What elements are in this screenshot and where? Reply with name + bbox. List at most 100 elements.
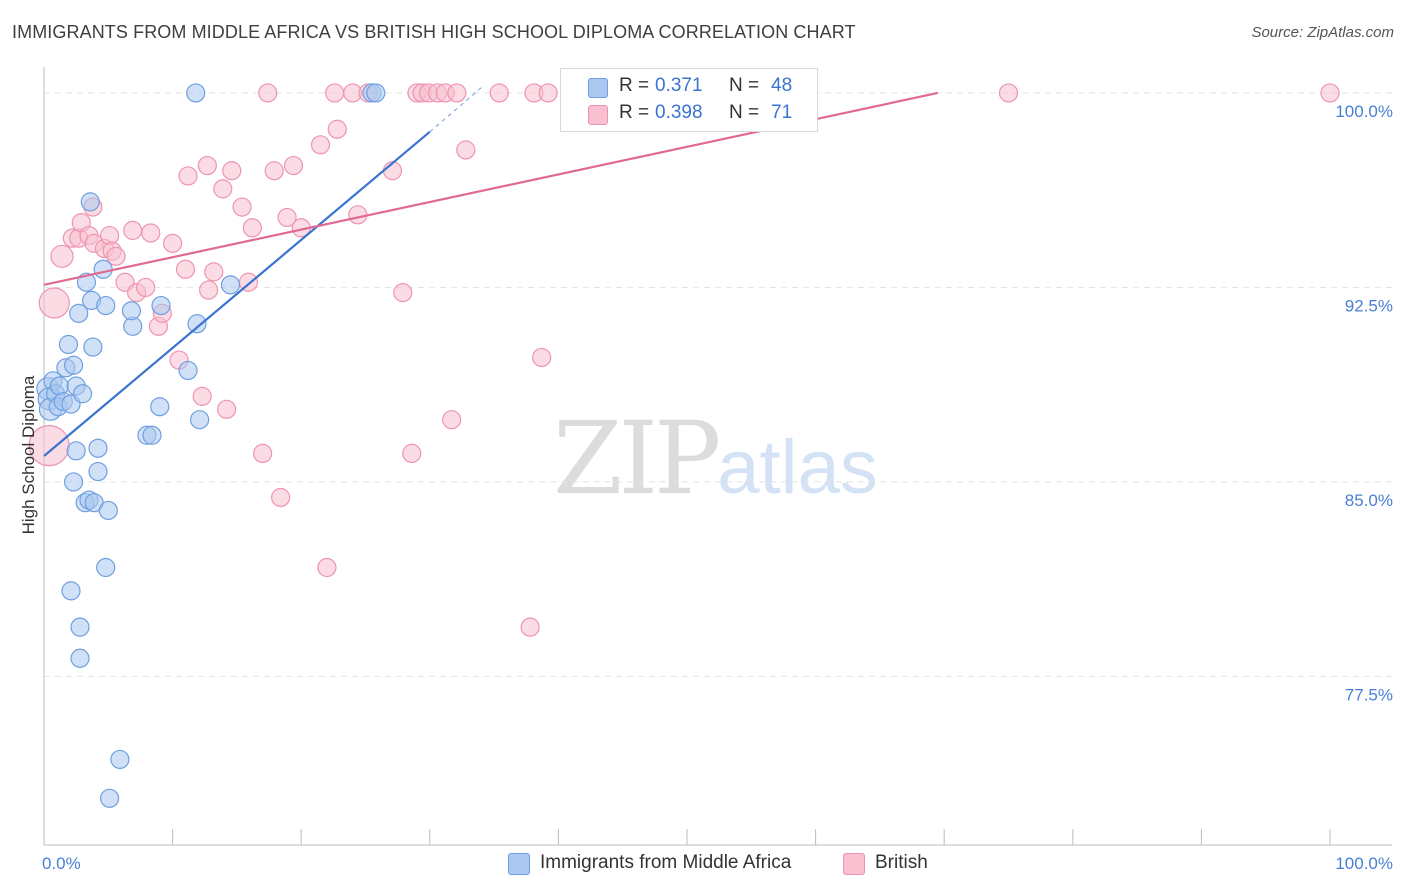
british-point: [204, 262, 224, 282]
series-middle-africa-points: [36, 83, 386, 808]
british-point: [258, 83, 278, 103]
british-point: [99, 225, 120, 246]
legend-row-british: R = 0.398 N = 71: [561, 100, 817, 128]
british-point: [163, 233, 183, 253]
middle-africa-point: [186, 83, 206, 103]
correlation-legend: R = 0.371 N = 48 R = 0.398 N = 71: [560, 68, 818, 132]
legend-row-middle-africa: R = 0.371 N = 48: [561, 73, 817, 101]
trendline-middle-africa-extension: [429, 87, 482, 133]
chart-source: Source: ZipAtlas.com: [1251, 24, 1394, 41]
british-point: [998, 83, 1019, 103]
gridlines: [44, 92, 1392, 677]
british-point: [447, 83, 467, 103]
british-point: [175, 259, 196, 279]
bottom-legend-swatch-pink: [843, 853, 865, 875]
british-point: [253, 443, 273, 464]
middle-africa-point: [366, 83, 386, 103]
british-point: [456, 140, 476, 160]
british-point: [402, 443, 422, 464]
middle-africa-point: [58, 334, 79, 355]
legend-n-label: N =: [729, 102, 760, 123]
british-point: [538, 83, 558, 103]
british-point: [489, 83, 509, 103]
british-point: [141, 223, 161, 243]
legend-n-value: 71: [771, 102, 793, 123]
middle-africa-point: [187, 314, 207, 334]
middle-africa-point: [178, 360, 198, 381]
middle-africa-point: [63, 472, 84, 492]
middle-africa-point: [98, 500, 118, 521]
watermark: ZIPatlas: [553, 400, 878, 517]
middle-africa-point: [83, 337, 103, 357]
middle-africa-point: [96, 295, 116, 316]
british-point: [213, 179, 233, 199]
middle-africa-point: [70, 648, 90, 668]
series-british-points: [28, 83, 1340, 637]
british-point: [348, 205, 368, 225]
british-point: [520, 617, 540, 637]
british-point: [1320, 83, 1340, 103]
middle-africa-point: [61, 581, 81, 601]
middle-africa-point: [93, 259, 113, 279]
x-tick-labels: 0.0% 100.0%: [42, 854, 1393, 873]
british-point: [310, 135, 331, 155]
legend-n-value: 48: [771, 75, 793, 96]
british-point: [197, 155, 217, 176]
british-point: [135, 277, 156, 298]
y-axis-label: High School Diploma: [19, 375, 38, 534]
british-point: [532, 347, 552, 368]
british-point: [442, 410, 462, 430]
british-point: [222, 161, 242, 181]
british-point: [50, 244, 74, 268]
y-tick-labels: 77.5% 85.0% 92.5% 100.0%: [1335, 102, 1393, 705]
british-point: [123, 220, 143, 240]
bottom-legend-label: British: [875, 852, 928, 873]
watermark-zip: ZIP: [553, 400, 721, 517]
legend-r-value: 0.371: [655, 75, 703, 96]
y-tick-label: 100.0%: [1335, 102, 1393, 121]
legend-r-label: R =: [619, 102, 650, 123]
middle-africa-point: [80, 192, 100, 212]
x-tick-label: 100.0%: [1335, 854, 1393, 873]
bottom-legend-label: Immigrants from Middle Africa: [540, 852, 792, 873]
british-point: [192, 386, 212, 406]
british-point: [271, 487, 291, 508]
middle-africa-point: [150, 397, 170, 417]
british-point: [393, 283, 413, 303]
middle-africa-point: [151, 295, 171, 316]
y-tick-label: 85.0%: [1345, 491, 1393, 510]
british-point: [325, 83, 345, 103]
x-tick-label: 0.0%: [42, 854, 81, 873]
british-point: [178, 166, 198, 186]
british-point: [317, 557, 337, 578]
british-point: [217, 399, 237, 419]
british-point: [283, 155, 304, 176]
british-point: [264, 161, 284, 181]
british-point: [232, 197, 252, 217]
legend-swatch-blue: [588, 78, 608, 98]
middle-africa-point: [121, 301, 142, 321]
middle-africa-point: [88, 438, 108, 458]
british-point: [38, 287, 70, 319]
legend-r-value: 0.398: [655, 102, 703, 123]
chart-title: IMMIGRANTS FROM MIDDLE AFRICA VS BRITISH…: [12, 22, 856, 42]
middle-africa-point: [88, 461, 108, 482]
british-point: [199, 280, 219, 300]
british-point: [242, 218, 262, 238]
y-tick-label: 77.5%: [1345, 685, 1393, 704]
y-tick-label: 92.5%: [1345, 296, 1393, 315]
legend-r-label: R =: [619, 75, 650, 96]
middle-africa-point: [142, 425, 162, 445]
middle-africa-point: [70, 617, 90, 637]
middle-africa-point: [190, 410, 210, 430]
middle-africa-point: [72, 384, 93, 404]
middle-africa-point: [63, 355, 84, 375]
middle-africa-point: [220, 275, 241, 295]
bottom-legend-swatch-blue: [508, 853, 530, 875]
trendline-middle-africa: [43, 130, 431, 457]
watermark-atlas: atlas: [717, 425, 878, 510]
middle-africa-point: [110, 749, 130, 770]
british-point: [106, 246, 126, 266]
middle-africa-point: [66, 441, 86, 461]
